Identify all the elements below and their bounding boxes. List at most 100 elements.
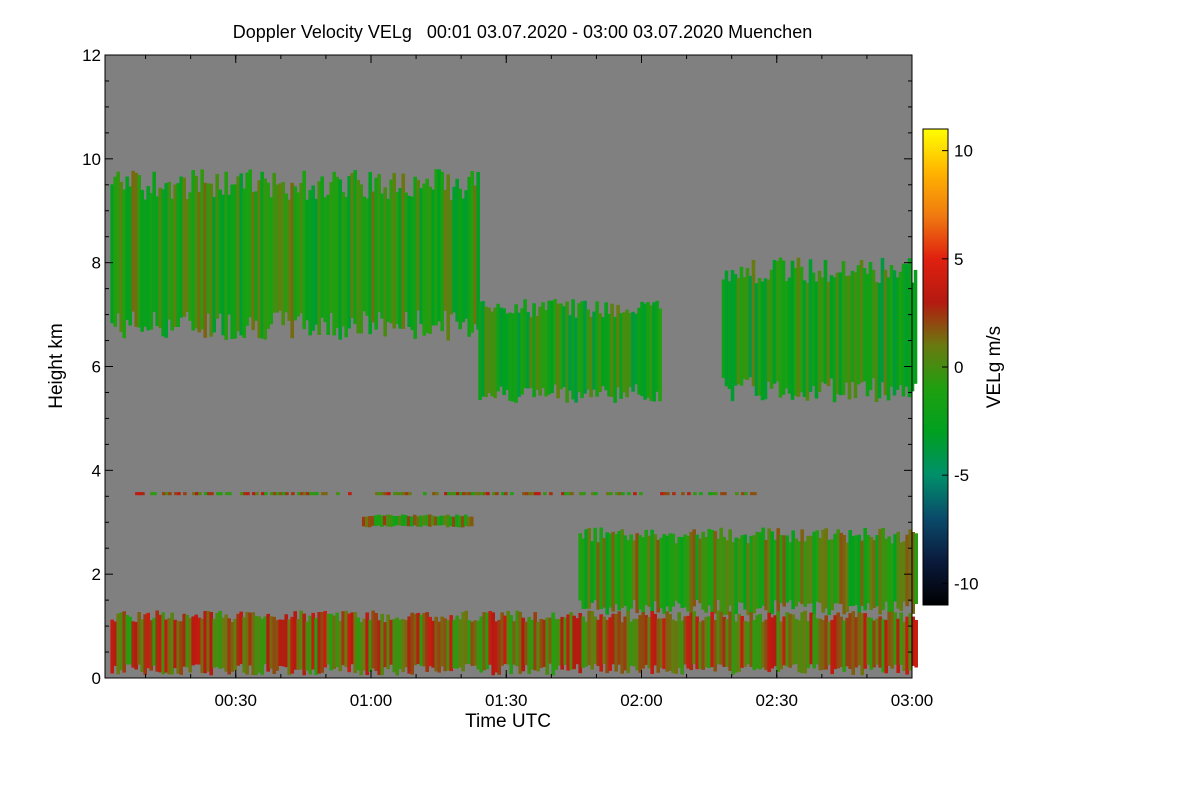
echo-streak	[452, 619, 456, 669]
echo-streak	[672, 492, 676, 496]
echo-streak	[458, 619, 462, 668]
echo-streak	[761, 621, 765, 668]
echo-streak	[266, 182, 270, 329]
echo-streak	[467, 176, 471, 337]
colorbar-tick-label: 0	[954, 358, 963, 377]
echo-streak	[492, 492, 496, 496]
echo-streak	[371, 610, 375, 669]
echo-streak	[119, 612, 123, 671]
echo-streak	[913, 269, 918, 384]
echo-streak	[402, 492, 406, 496]
echo-streak	[197, 192, 201, 333]
echo-region	[478, 299, 662, 403]
echo-streak	[428, 186, 432, 334]
echo-streak	[584, 529, 588, 609]
echo-streak	[890, 611, 894, 669]
echo-streak	[392, 173, 396, 329]
echo-streak	[534, 492, 538, 496]
echo-streak	[592, 311, 596, 390]
echo-streak	[615, 492, 619, 496]
echo-streak	[152, 171, 156, 312]
echo-streak	[216, 492, 220, 496]
echo-streak	[776, 528, 780, 615]
echo-streak	[602, 616, 606, 664]
echo-streak	[665, 535, 669, 607]
echo-streak	[735, 492, 739, 496]
echo-streak	[716, 538, 720, 600]
echo-streak	[419, 515, 423, 527]
echo-streak	[647, 535, 651, 607]
echo-streak	[192, 492, 196, 496]
echo-streak	[284, 193, 288, 313]
echo-streak	[245, 172, 249, 326]
echo-streak	[809, 612, 813, 665]
echo-streak	[474, 492, 478, 496]
echo-streak	[557, 619, 561, 666]
echo-streak	[422, 515, 426, 526]
echo-streak	[353, 170, 357, 324]
echo-streak	[455, 615, 459, 669]
echo-streak	[907, 258, 912, 398]
echo-streak	[686, 615, 690, 669]
echo-streak	[473, 185, 477, 325]
echo-streak	[116, 171, 120, 314]
echo-streak	[692, 611, 696, 665]
echo-streak	[455, 514, 459, 527]
echo-streak	[509, 615, 513, 675]
echo-streak	[278, 183, 282, 311]
echo-streak	[844, 276, 849, 383]
echo-streak	[904, 264, 909, 387]
echo-streak	[336, 492, 340, 496]
echo-streak	[263, 178, 267, 340]
echo-streak	[158, 614, 162, 673]
echo-streak	[446, 174, 450, 341]
echo-streak	[153, 492, 157, 496]
echo-streak	[140, 189, 144, 332]
echo-streak	[599, 527, 603, 610]
echo-streak	[174, 492, 178, 496]
echo-region	[110, 169, 480, 341]
echo-streak	[362, 618, 366, 671]
echo-streak	[431, 620, 435, 668]
echo-streak	[470, 171, 474, 333]
echo-streak	[758, 532, 762, 609]
colorbar-tick-label: -10	[954, 574, 979, 593]
echo-regions	[110, 169, 918, 676]
echo-streak	[851, 611, 855, 675]
echo-streak	[602, 537, 606, 608]
echo-streak	[911, 616, 915, 666]
echo-streak	[290, 616, 294, 674]
echo-streak	[823, 260, 828, 384]
echo-streak	[143, 614, 147, 675]
echo-streak	[736, 278, 741, 385]
echo-streak	[725, 540, 729, 615]
echo-streak	[398, 619, 402, 670]
echo-streak	[857, 534, 861, 613]
echo-streak	[749, 612, 753, 667]
echo-streak	[773, 615, 777, 667]
echo-streak	[308, 190, 312, 336]
echo-streak	[482, 612, 486, 671]
echo-streak	[296, 619, 300, 670]
echo-streak	[803, 541, 807, 607]
echo-streak	[122, 189, 126, 339]
echo-streak	[242, 617, 246, 673]
echo-streak	[626, 610, 630, 674]
echo-streak	[587, 527, 591, 609]
echo-streak	[851, 536, 855, 606]
echo-streak	[800, 529, 804, 605]
echo-streak	[580, 301, 584, 399]
echo-streak	[386, 614, 390, 670]
echo-streak	[598, 313, 602, 392]
echo-streak	[533, 612, 537, 671]
echo-streak	[641, 612, 645, 669]
echo-streak	[746, 543, 750, 616]
echo-streak	[797, 620, 801, 673]
echo-streak	[514, 304, 518, 403]
echo-streak	[563, 617, 567, 665]
echo-streak	[305, 621, 309, 671]
echo-streak	[827, 621, 831, 665]
echo-streak	[680, 620, 684, 675]
echo-streak	[839, 532, 843, 604]
echo-streak	[389, 619, 393, 665]
